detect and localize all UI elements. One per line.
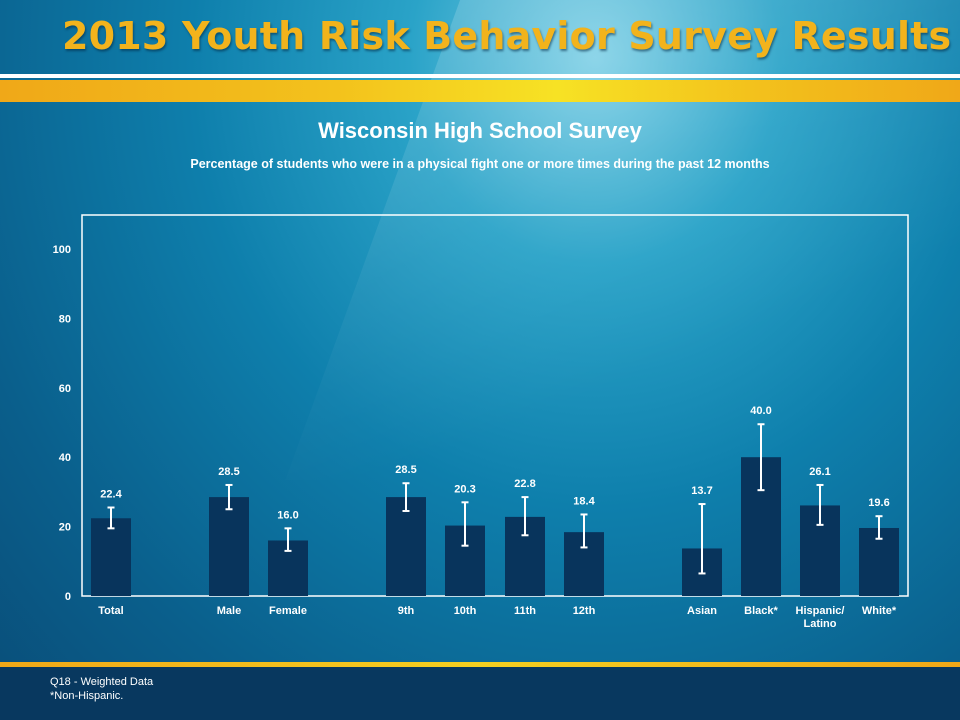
error-bar xyxy=(521,496,529,537)
x-tick-label: Black* xyxy=(744,605,778,617)
error-bar xyxy=(698,503,706,575)
x-tick-label: 12th xyxy=(573,605,596,617)
data-label: 22.4 xyxy=(100,489,122,501)
error-bar xyxy=(402,482,410,512)
x-tick-label-line: 11th xyxy=(514,605,536,617)
x-tick-label: Female xyxy=(269,605,307,617)
data-label: 28.5 xyxy=(395,464,416,476)
chart-subtitle: Percentage of students who were in a phy… xyxy=(190,157,770,171)
x-tick-label: 11th xyxy=(514,605,536,617)
footnote-data-source: Q18 - Weighted Data xyxy=(50,676,154,688)
x-tick-label-line: Male xyxy=(217,605,241,617)
y-axis: 0 20 40 60 80 100 xyxy=(53,244,71,603)
y-tick-label: 40 xyxy=(59,452,71,464)
x-tick-label-line: Total xyxy=(98,605,123,617)
plot-frame xyxy=(81,214,909,597)
x-tick-label-line: 9th xyxy=(398,605,415,617)
y-tick-label: 80 xyxy=(59,313,71,325)
bar xyxy=(209,497,249,596)
data-label: 18.4 xyxy=(573,495,595,507)
data-label: 26.1 xyxy=(809,466,830,478)
presentation-title: 2013 Youth Risk Behavior Survey Results xyxy=(62,14,952,58)
error-bar xyxy=(816,483,824,526)
data-label: 28.5 xyxy=(218,466,239,478)
x-tick-label: White* xyxy=(862,605,897,617)
x-tick-label-line: Latino xyxy=(804,618,837,630)
data-label: 13.7 xyxy=(691,485,712,497)
x-tick-label-line: Asian xyxy=(687,605,717,617)
x-tick-label-line: 12th xyxy=(573,605,596,617)
x-tick-label: 10th xyxy=(454,605,477,617)
y-tick-label: 60 xyxy=(59,383,71,395)
data-label: 20.3 xyxy=(454,483,475,495)
bar xyxy=(386,497,426,596)
error-bar xyxy=(225,483,233,511)
x-tick-label: Total xyxy=(98,605,123,617)
x-tick-label: Hispanic/Latino xyxy=(796,605,845,630)
footer-rule-gold xyxy=(0,662,960,667)
bar-series: 22.4 28.5 16.0 28.5 20.3 22.8 18.4 13.7 40.0 26.1… xyxy=(91,405,899,596)
error-bar xyxy=(580,513,588,549)
header-rule-white xyxy=(0,74,960,78)
x-tick-label-line: Black* xyxy=(744,605,778,617)
error-bar xyxy=(461,501,469,547)
y-tick-label: 20 xyxy=(59,522,71,534)
x-axis: Total Male Female 9th 10th 11th 12th Asian Black… xyxy=(98,605,897,630)
footer-band xyxy=(0,662,960,720)
error-bar xyxy=(284,527,292,552)
header-rule-gold xyxy=(0,80,960,102)
error-bar xyxy=(875,515,883,540)
x-tick-label-line: 10th xyxy=(454,605,477,617)
x-tick-label: Asian xyxy=(687,605,717,617)
error-bar xyxy=(757,423,765,492)
x-tick-label-line: Female xyxy=(269,605,307,617)
x-tick-label-line: White* xyxy=(862,605,897,617)
chart-title: Wisconsin High School Survey xyxy=(318,118,642,143)
data-label: 16.0 xyxy=(277,509,298,521)
data-label: 40.0 xyxy=(750,405,771,417)
x-tick-label: 9th xyxy=(398,605,415,617)
x-tick-label-line: Hispanic/ xyxy=(796,605,845,617)
bar xyxy=(91,518,131,596)
error-bar xyxy=(107,506,115,530)
data-label: 22.8 xyxy=(514,478,535,490)
footnote-non-hispanic: *Non-Hispanic. xyxy=(50,690,124,702)
y-tick-label: 100 xyxy=(53,244,71,256)
data-label: 19.6 xyxy=(868,497,889,509)
y-tick-label: 0 xyxy=(65,591,71,603)
x-tick-label: Male xyxy=(217,605,241,617)
